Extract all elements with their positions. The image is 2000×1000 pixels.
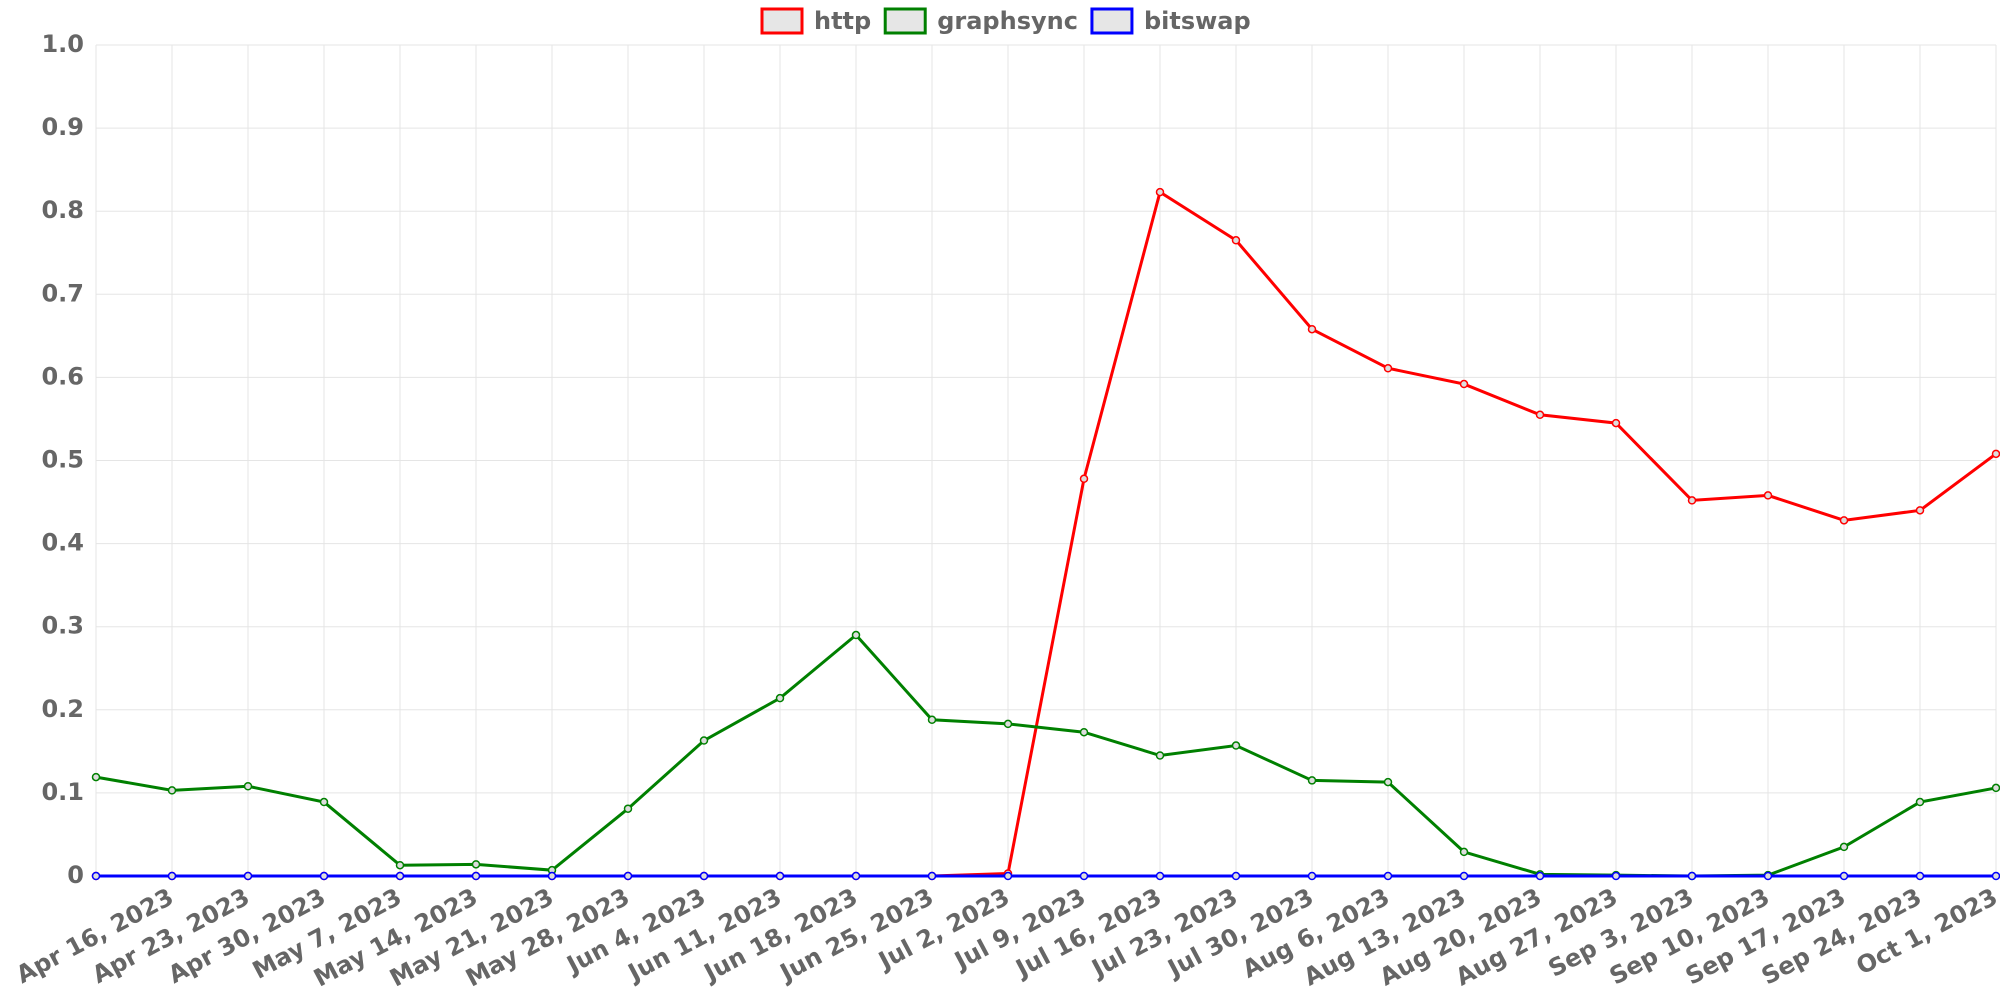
data-point xyxy=(927,715,937,725)
data-point xyxy=(1003,871,1013,881)
data-point xyxy=(1915,871,1925,881)
data-point xyxy=(1231,871,1241,881)
data-point xyxy=(1687,496,1697,505)
data-point xyxy=(1991,783,2000,793)
legend-swatch xyxy=(1090,7,1134,35)
data-point xyxy=(1991,871,2000,881)
data-point xyxy=(1763,871,1773,881)
data-point xyxy=(927,871,937,881)
data-point xyxy=(1459,379,1469,389)
legend-label: graphsync xyxy=(937,7,1078,35)
data-point xyxy=(1155,751,1165,760)
data-point xyxy=(1991,449,2000,459)
data-point xyxy=(851,630,861,640)
y-tick-label: 0.8 xyxy=(41,196,84,224)
data-point xyxy=(1839,842,1849,852)
data-point xyxy=(1003,719,1013,729)
y-tick-label: 0 xyxy=(67,861,84,889)
data-point xyxy=(623,804,633,813)
data-point xyxy=(1915,797,1925,807)
data-point xyxy=(699,736,709,745)
data-point xyxy=(1155,871,1165,881)
y-tick-label: 0.5 xyxy=(41,446,84,474)
y-tick-label: 0.4 xyxy=(41,529,84,557)
data-point xyxy=(1763,491,1773,500)
data-point xyxy=(1079,871,1089,881)
data-point xyxy=(1307,776,1317,785)
data-point xyxy=(1307,324,1317,334)
data-point xyxy=(167,786,177,795)
data-point xyxy=(1611,871,1621,881)
data-point xyxy=(775,693,785,703)
y-tick-label: 0.7 xyxy=(41,279,84,307)
data-point xyxy=(775,871,785,881)
data-point xyxy=(395,871,405,881)
data-point xyxy=(1383,777,1393,787)
data-point xyxy=(1535,410,1545,420)
y-tick-label: 1.0 xyxy=(41,30,84,58)
data-point xyxy=(319,797,329,807)
data-point xyxy=(851,871,861,881)
data-point xyxy=(471,860,481,869)
data-point xyxy=(1079,727,1089,737)
y-tick-label: 0.1 xyxy=(41,778,84,806)
data-point xyxy=(167,871,177,881)
data-point xyxy=(1687,871,1697,881)
data-point xyxy=(1231,236,1241,245)
data-point xyxy=(1459,871,1469,881)
y-tick-label: 0.3 xyxy=(41,612,84,640)
data-point xyxy=(1079,474,1089,484)
data-point xyxy=(1383,364,1393,373)
data-point xyxy=(243,782,253,791)
data-point xyxy=(243,871,253,881)
data-point xyxy=(699,871,709,881)
legend-swatch xyxy=(883,7,927,35)
data-point xyxy=(1459,847,1469,857)
data-point xyxy=(1307,871,1317,881)
data-point xyxy=(547,871,557,881)
data-point xyxy=(1839,871,1849,881)
legend-label: bitswap xyxy=(1144,7,1251,35)
legend-swatch xyxy=(760,7,804,35)
data-point xyxy=(623,871,633,881)
data-point xyxy=(395,860,405,870)
data-point xyxy=(91,772,101,782)
y-tick-label: 0.2 xyxy=(41,695,84,723)
y-tick-label: 0.9 xyxy=(41,113,84,141)
data-point xyxy=(1611,418,1621,428)
y-tick-label: 0.6 xyxy=(41,362,84,390)
data-point xyxy=(319,871,329,881)
data-point xyxy=(1155,187,1165,197)
data-point xyxy=(1535,871,1545,881)
data-point xyxy=(471,871,481,881)
data-point xyxy=(1383,871,1393,881)
data-point xyxy=(1839,516,1849,525)
data-point xyxy=(91,871,101,881)
data-point xyxy=(1231,741,1241,750)
data-point xyxy=(1915,506,1925,515)
legend-label: http xyxy=(814,7,871,35)
